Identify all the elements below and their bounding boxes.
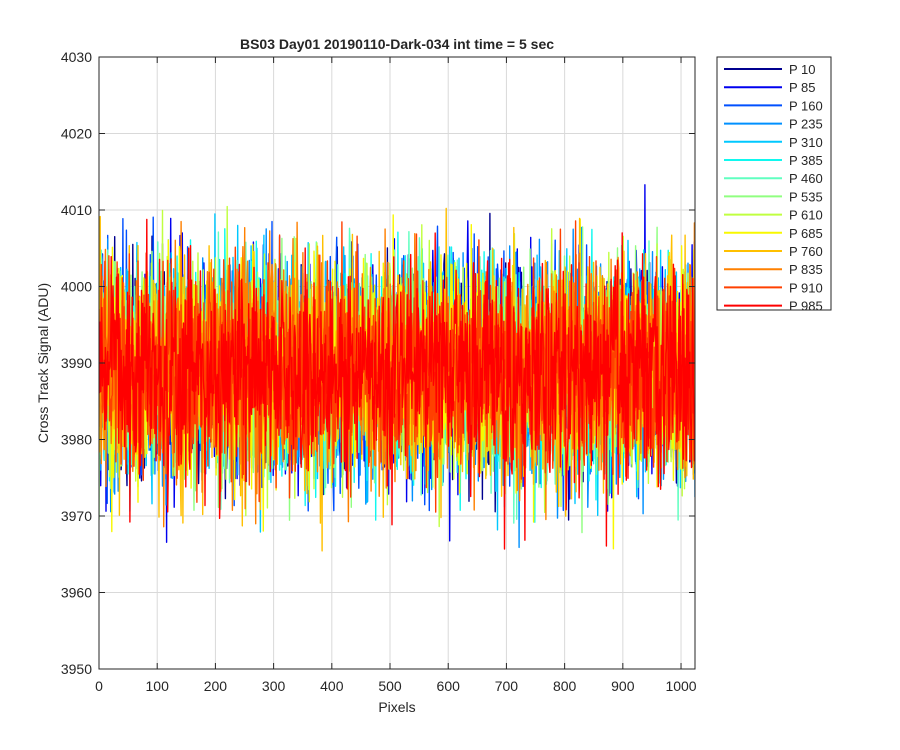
chart-title: BS03 Day01 20190110-Dark-034 int time = … (240, 36, 554, 52)
legend-label: P 610 (789, 208, 823, 223)
y-tick-label: 3970 (61, 508, 92, 524)
legend-label: P 385 (789, 153, 823, 168)
y-tick-label: 4030 (61, 49, 92, 65)
y-tick-label: 3950 (61, 661, 92, 677)
y-tick-label: 4000 (61, 279, 92, 295)
plot-area: 0 100 200 300 400 500 600 700 800 900 1000 3950 396… (61, 49, 697, 694)
legend-label: P 910 (789, 280, 823, 295)
y-tick-label: 3980 (61, 432, 92, 448)
y-tick-label: 3960 (61, 585, 92, 601)
x-tick-label: 700 (495, 678, 519, 694)
legend-items: P 10 P 85 P 160 P 235 P 310 P 385 P 460 P 535 P … (724, 62, 823, 314)
series-line-p-985 (99, 218, 695, 550)
y-tick-label: 4020 (61, 126, 92, 142)
x-axis-label: Pixels (378, 699, 415, 715)
x-tick-label: 400 (320, 678, 344, 694)
y-axis-ticks: 3950 3960 3970 3980 3990 4000 4010 4020 4030 (61, 49, 695, 677)
x-tick-label: 1000 (665, 678, 696, 694)
x-tick-label: 0 (95, 678, 103, 694)
legend-label: P 685 (789, 226, 823, 241)
series-layer (99, 184, 695, 552)
legend-box (716, 56, 832, 311)
x-tick-label: 600 (437, 678, 461, 694)
legend-label: P 535 (789, 189, 823, 204)
legend-label: P 310 (789, 135, 823, 150)
x-tick-label: 100 (146, 678, 170, 694)
y-tick-label: 4010 (61, 202, 92, 218)
legend: P 10 P 85 P 160 P 235 P 310 P 385 P 460 P 535 P … (716, 56, 832, 314)
x-tick-label: 900 (611, 678, 635, 694)
legend-label: P 760 (789, 244, 823, 259)
legend-label: P 460 (789, 171, 823, 186)
x-tick-label: 200 (204, 678, 228, 694)
legend-label: P 160 (789, 98, 823, 113)
x-tick-label: 800 (553, 678, 577, 694)
y-axis-label: Cross Track Signal (ADU) (35, 283, 51, 443)
legend-label: P 85 (789, 80, 816, 95)
legend-label: P 235 (789, 117, 823, 132)
legend-label: P 835 (789, 262, 823, 277)
legend-label: P 985 (789, 299, 823, 314)
x-axis-ticks: 0 100 200 300 400 500 600 700 800 900 1000 (95, 57, 697, 694)
x-tick-label: 300 (262, 678, 286, 694)
legend-label: P 10 (789, 62, 816, 77)
x-tick-label: 500 (378, 678, 402, 694)
y-tick-label: 3990 (61, 355, 92, 371)
